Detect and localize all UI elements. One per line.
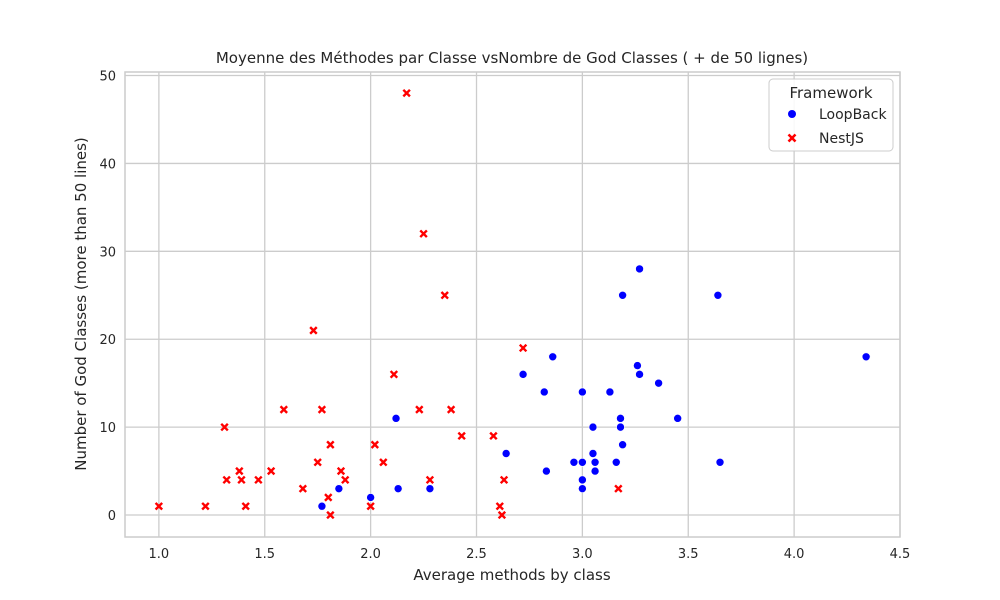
legend: Framework LoopBack NestJS: [768, 78, 894, 152]
point-nestjs: [336, 466, 346, 476]
x-tick-label: 3.0: [572, 547, 593, 562]
point-nestjs: [489, 431, 498, 441]
point-loopback: [616, 414, 625, 423]
point-nestjs: [298, 484, 308, 493]
point-loopback: [578, 484, 587, 493]
point-loopback: [542, 466, 551, 476]
point-nestjs: [220, 422, 229, 432]
point-loopback: [715, 457, 725, 467]
point-loopback: [578, 457, 587, 467]
point-nestjs: [379, 458, 388, 467]
legend-label-nestjs: NestJS: [819, 131, 864, 147]
point-nestjs: [440, 291, 449, 300]
point-loopback: [633, 361, 642, 370]
point-nestjs: [222, 475, 231, 485]
x-tick-label: 3.5: [678, 547, 699, 562]
point-loopback: [539, 387, 549, 397]
point-nestjs: [389, 370, 399, 379]
point-nestjs: [366, 502, 375, 511]
point-nestjs: [317, 405, 327, 414]
point-nestjs: [266, 466, 276, 476]
x-axis-label: Average methods by class: [413, 566, 610, 584]
point-nestjs: [313, 458, 322, 467]
point-loopback: [425, 484, 435, 493]
point-nestjs: [497, 510, 507, 520]
point-nestjs: [446, 405, 456, 414]
point-nestjs: [341, 475, 350, 485]
point-nestjs: [324, 493, 333, 502]
point-loopback: [588, 422, 598, 432]
point-nestjs: [370, 440, 380, 449]
x-tick-label: 4.5: [890, 547, 911, 562]
point-loopback: [588, 449, 598, 458]
y-axis-label: Number of God Classes (more than 50 line…: [72, 137, 90, 471]
plot-frame: [124, 71, 901, 538]
y-tick-label: 20: [99, 333, 116, 348]
point-nestjs: [425, 475, 435, 485]
point-loopback: [635, 370, 644, 379]
y-tick-label: 0: [108, 509, 116, 524]
point-loopback: [611, 457, 621, 467]
point-loopback: [578, 387, 587, 397]
point-nestjs: [237, 475, 246, 485]
point-loopback: [578, 475, 587, 485]
point-loopback: [673, 414, 682, 423]
point-loopback: [654, 378, 663, 388]
point-nestjs: [241, 502, 250, 511]
legend-label-loopback: LoopBack: [819, 107, 887, 123]
point-loopback: [713, 290, 723, 300]
point-loopback: [861, 352, 871, 362]
point-loopback: [501, 449, 511, 458]
y-tick-label: 30: [99, 245, 116, 260]
point-nestjs: [457, 431, 466, 441]
point-loopback: [548, 352, 558, 362]
point-nestjs: [495, 502, 504, 511]
point-loopback: [618, 440, 627, 450]
point-nestjs: [235, 466, 244, 476]
legend-marker-loopback: [788, 110, 796, 118]
y-tick-labels: 0 10 20 30 40 50: [99, 70, 116, 525]
point-nestjs: [326, 510, 335, 520]
point-nestjs: [402, 88, 411, 98]
point-loopback: [393, 484, 403, 493]
point-nestjs: [518, 343, 528, 353]
point-loopback: [366, 493, 375, 502]
legend-marker-nestjs: [787, 133, 797, 143]
point-nestjs: [499, 475, 509, 485]
point-nestjs: [415, 405, 424, 414]
x-tick-label: 2.5: [466, 547, 487, 562]
point-nestjs: [201, 502, 210, 511]
point-nestjs: [614, 484, 623, 493]
point-loopback: [569, 457, 579, 467]
point-loopback: [616, 422, 625, 432]
y-tick-label: 40: [99, 157, 116, 172]
point-loopback: [590, 466, 600, 476]
point-loopback: [618, 290, 627, 300]
point-nestjs: [254, 475, 263, 485]
point-nestjs: [154, 502, 164, 511]
data-points: [154, 88, 871, 520]
x-tick-label: 1.5: [254, 547, 275, 562]
y-tick-label: 10: [99, 421, 116, 436]
point-nestjs: [419, 229, 428, 238]
point-loopback: [590, 457, 600, 467]
point-nestjs: [326, 440, 335, 449]
point-loopback: [317, 501, 327, 511]
y-tick-label: 50: [99, 70, 116, 85]
point-loopback: [605, 387, 615, 397]
point-nestjs: [309, 326, 318, 335]
x-tick-label: 2.0: [360, 547, 381, 562]
point-loopback: [635, 264, 644, 274]
point-loopback: [334, 484, 344, 493]
legend-box: [768, 78, 894, 152]
x-tick-labels: 1.0 1.5 2.0 2.5 3.0 3.5 4.0 4.5: [149, 547, 911, 562]
point-nestjs: [279, 405, 288, 414]
point-loopback: [391, 414, 401, 423]
legend-title: Framework: [789, 84, 872, 102]
x-tick-label: 4.0: [784, 547, 805, 562]
x-tick-label: 1.0: [149, 547, 170, 562]
point-loopback: [518, 370, 528, 379]
chart-title: Moyenne des Méthodes par Classe vsNombre…: [216, 49, 808, 67]
